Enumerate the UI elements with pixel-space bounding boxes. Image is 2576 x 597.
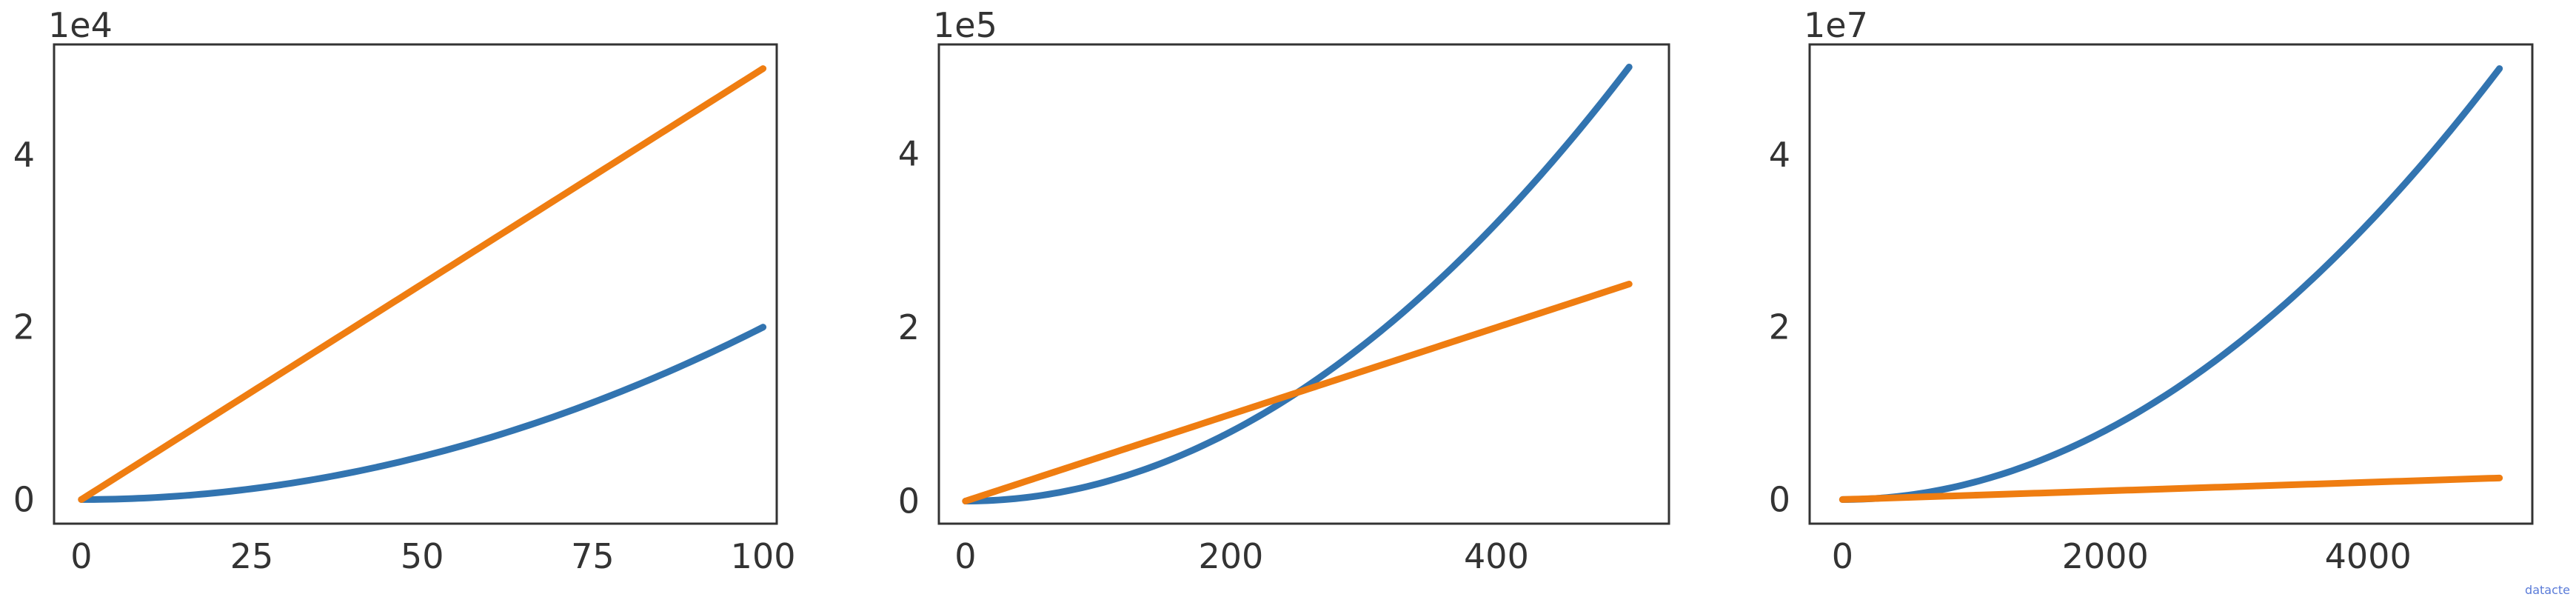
x-tick-label: 0 xyxy=(70,536,92,576)
x-tick-label: 2000 xyxy=(2062,536,2149,576)
chart-panel-3: 0 2000 4000 0 2 4 1e7 xyxy=(1769,5,2534,576)
series-line-2 xyxy=(1839,474,2503,503)
axis-offset-label: 1e7 xyxy=(1804,5,1868,45)
axis-offset-label: 1e5 xyxy=(933,5,997,45)
y-tick-label: 2 xyxy=(898,307,920,347)
series-line-1 xyxy=(1839,65,2503,503)
x-tick-label: 0 xyxy=(954,536,976,576)
series-line-1 xyxy=(78,324,767,503)
x-tick-label: 100 xyxy=(731,536,796,576)
y-tick-label: 2 xyxy=(1769,307,1790,347)
x-tick-label: 4000 xyxy=(2325,536,2412,576)
x-tick-label: 50 xyxy=(401,536,444,576)
axes-frame xyxy=(1808,43,2534,525)
x-tick-label: 400 xyxy=(1464,536,1529,576)
series-line-1 xyxy=(962,63,1633,505)
chart-panel-1: 0 25 50 75 100 0 2 4 1e4 xyxy=(13,5,796,576)
y-tick-label: 0 xyxy=(13,479,35,519)
x-tick-label: 0 xyxy=(1832,536,1853,576)
watermark: datacte xyxy=(2525,583,2570,597)
y-tick-label: 0 xyxy=(1769,479,1790,519)
x-tick-label: 200 xyxy=(1198,536,1263,576)
x-tick-label: 25 xyxy=(230,536,274,576)
y-tick-label: 2 xyxy=(13,307,35,347)
axes-frame xyxy=(53,43,778,525)
y-tick-label: 4 xyxy=(898,134,920,174)
series-line-2 xyxy=(962,281,1633,505)
y-tick-label: 0 xyxy=(898,481,920,521)
axis-offset-label: 1e4 xyxy=(48,5,113,45)
x-tick-label: 75 xyxy=(571,536,615,576)
y-tick-label: 4 xyxy=(1769,135,1790,175)
axes-frame xyxy=(937,43,1670,525)
chart-panel-2: 0 200 400 0 2 4 1e5 xyxy=(898,5,1670,576)
y-tick-label: 4 xyxy=(13,135,35,175)
series-line-2 xyxy=(78,65,767,503)
